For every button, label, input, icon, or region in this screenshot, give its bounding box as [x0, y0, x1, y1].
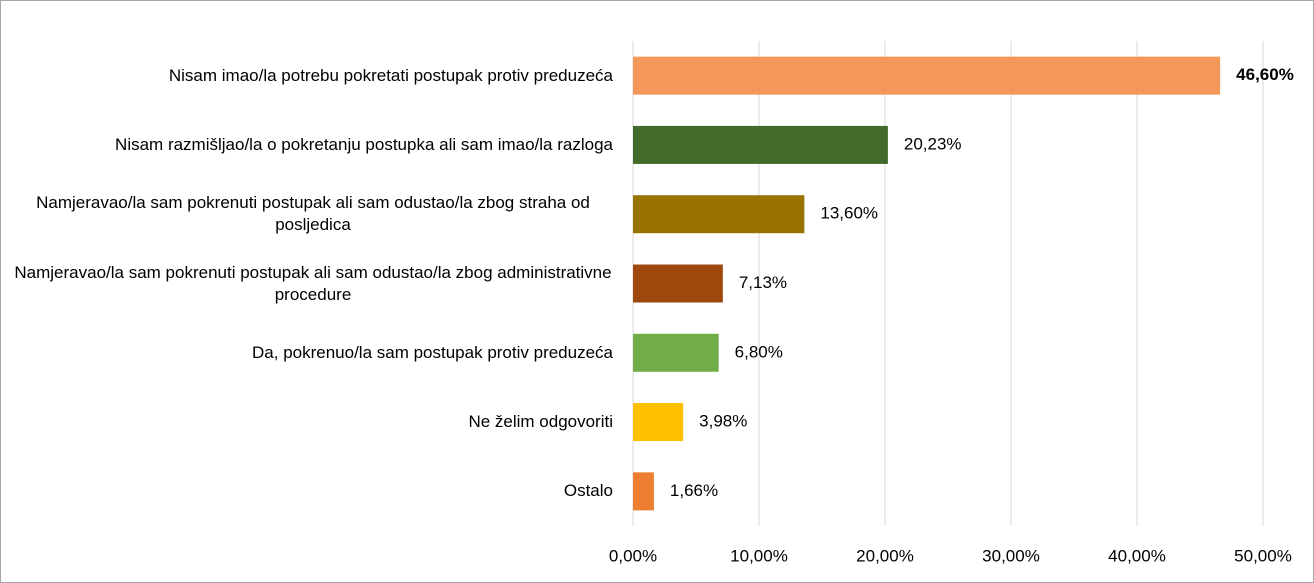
value-label: 6,80% [735, 342, 783, 361]
value-label: 3,98% [699, 412, 747, 431]
bar [633, 125, 888, 164]
category-label: Ostalo [563, 481, 613, 501]
x-tick-label: 30,00% [982, 546, 1040, 565]
x-tick-label: 20,00% [856, 546, 914, 565]
category-label: Da, pokrenuo/la sam postupak protiv pred… [252, 342, 613, 362]
category-label: Ne želim odgovoriti [468, 412, 613, 432]
category-label: Namjeravao/la sam pokrenuti postupak ali… [14, 262, 612, 304]
bar [633, 56, 1221, 95]
x-tick-label: 40,00% [1108, 546, 1166, 565]
value-label: 46,60% [1236, 65, 1294, 84]
bar [633, 195, 805, 234]
value-label: 13,60% [820, 204, 878, 223]
bar [633, 472, 654, 511]
x-tick-label: 10,00% [730, 546, 788, 565]
bar [633, 403, 684, 442]
x-tick-label: 50,00% [1234, 546, 1292, 565]
value-label: 1,66% [670, 481, 718, 500]
category-label: Nisam imao/la potrebu pokretati postupak… [168, 65, 613, 85]
x-tick-label: 0,00% [609, 546, 657, 565]
category-label: Nisam razmišljao/la o pokretanju postupk… [115, 134, 613, 154]
value-label: 7,13% [739, 273, 787, 292]
bar [633, 264, 723, 303]
category-label: Namjeravao/la sam pokrenuti postupak ali… [36, 193, 590, 235]
value-label: 20,23% [904, 134, 962, 153]
bar [633, 333, 719, 372]
